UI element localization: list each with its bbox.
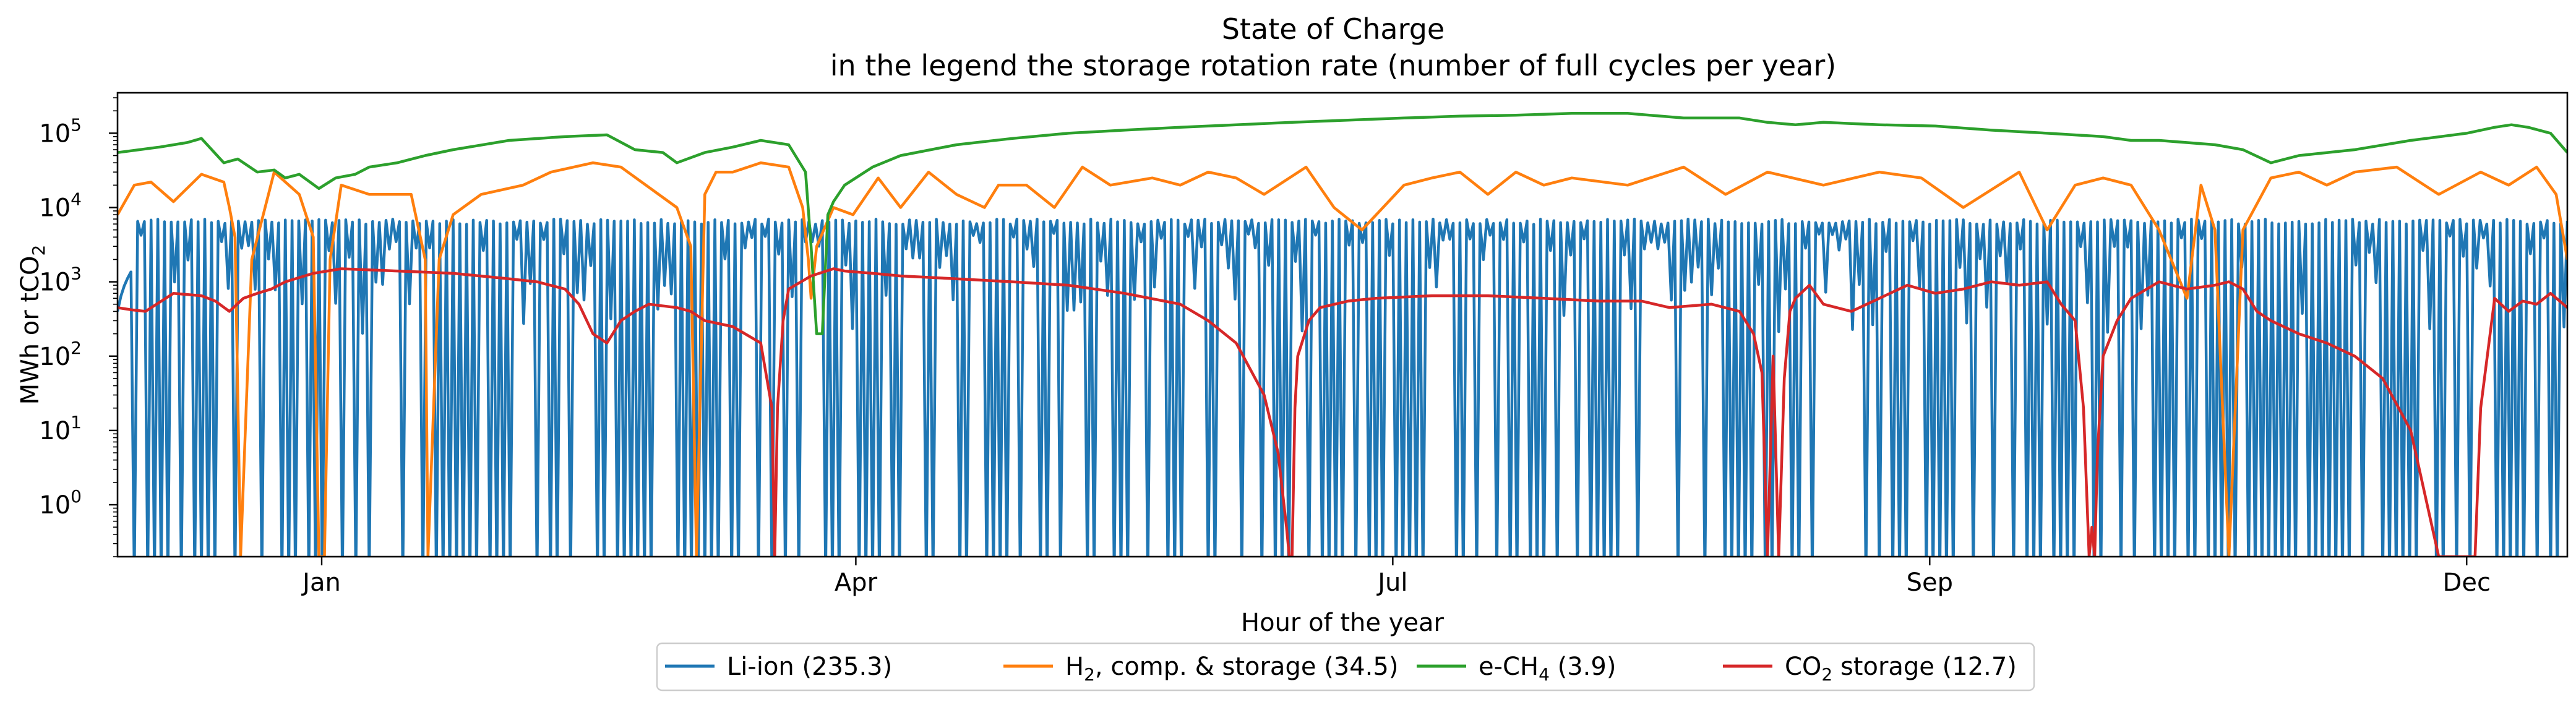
series-line-h2 [118,161,2567,557]
legend-box [656,642,2035,692]
series-line-ech4 [118,112,2567,335]
legend-label-co2: CO2 storage (12.7) [1785,653,2017,685]
y-tick-label: 102 [39,338,82,371]
x-tick-label: Dec [2443,568,2491,597]
plot-frame [116,92,2569,558]
series-line-liion [118,217,2567,557]
y-tick-label: 100 [39,486,82,520]
y-axis-label-sub: 2 [28,245,49,256]
x-tick-label: Jan [301,568,341,597]
x-tick-label: Jul [1376,568,1407,597]
legend-label-ech4: e-CH4 (3.9) [1479,653,1616,685]
y-axis-label: MWh or tCO2 [16,245,49,405]
series-line-co2 [118,267,2567,557]
y-tick-label: 101 [39,412,82,445]
chart-title: State of Charge [1222,12,1445,46]
y-axis-label-main: MWh or tCO [16,255,45,405]
y-axis: 100 101 102 103 104 105 [39,97,118,557]
x-axis: Jan Apr Jul Sep Dec [301,557,2491,597]
y-tick-label: 104 [39,189,82,222]
legend: Li-ion (235.3) H2, comp. & storage (34.5)… [656,642,2035,692]
x-axis-label: Hour of the year [1241,609,1444,637]
y-tick-label: 103 [39,264,82,297]
y-tick-label: 105 [39,114,82,148]
x-tick-label: Sep [1907,568,1953,597]
legend-label-h2: H2, comp. & storage (34.5) [1065,653,1398,685]
x-tick-label: Apr [835,568,878,597]
legend-label-liion: Li-ion (235.3) [727,653,892,681]
series-layer [118,112,2567,557]
chart-subtitle: in the legend the storage rotation rate … [830,49,1836,82]
